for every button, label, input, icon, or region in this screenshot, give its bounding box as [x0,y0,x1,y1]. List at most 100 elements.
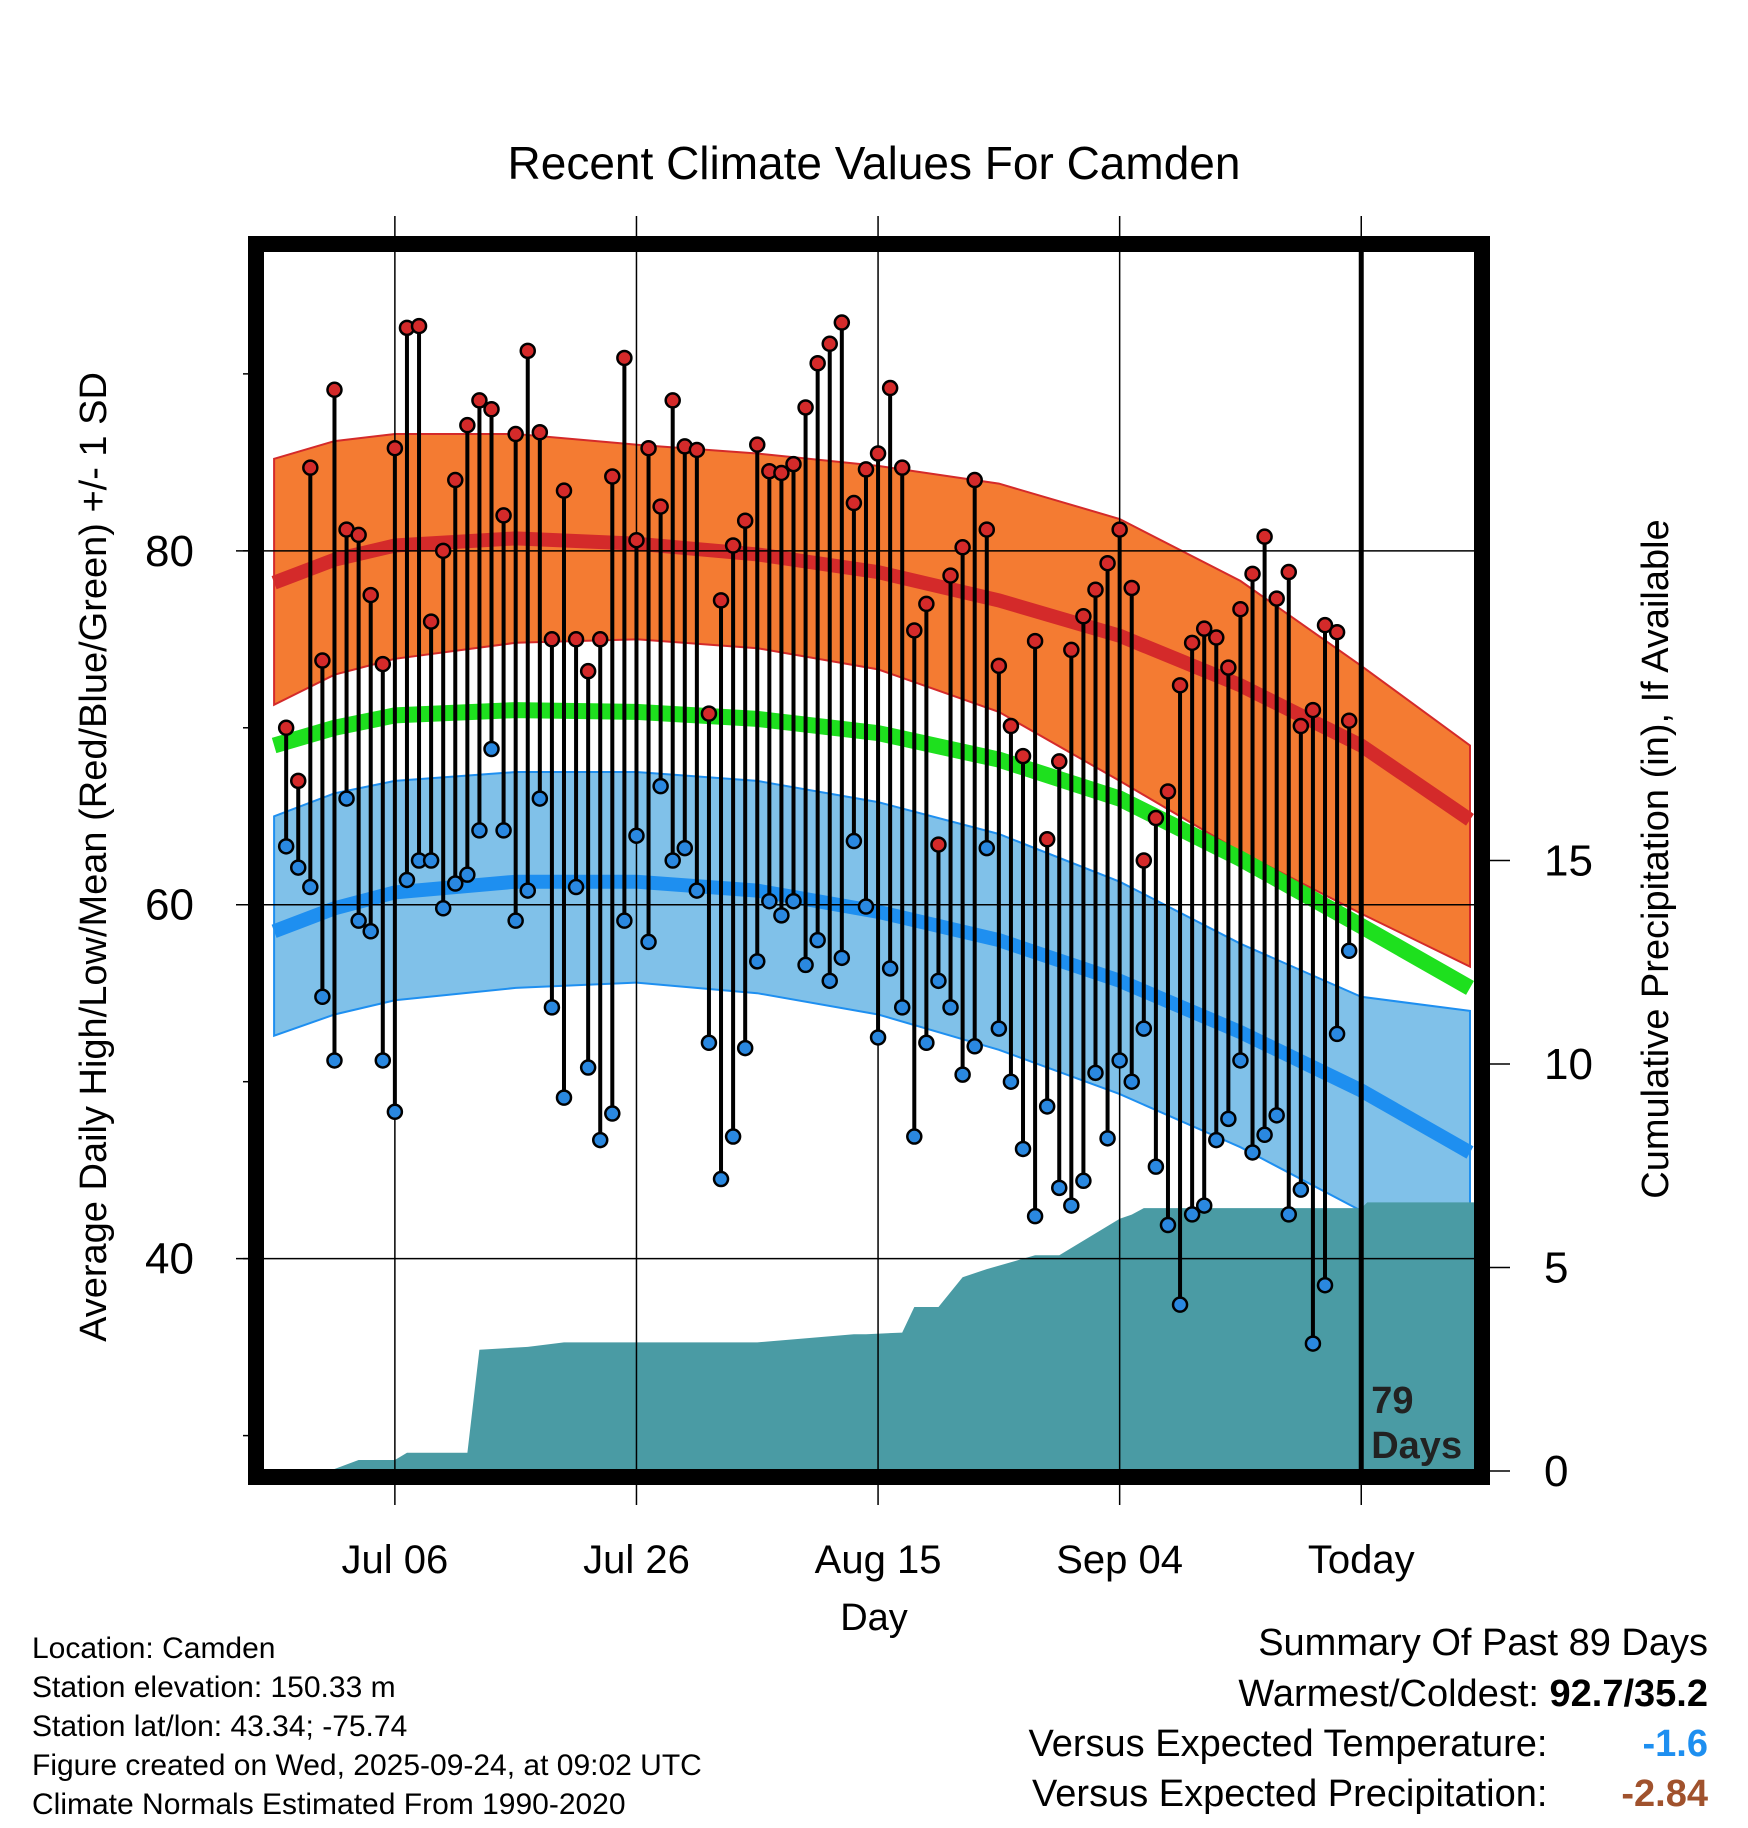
obs-low-point [966,1038,983,1055]
obs-high-point [857,461,875,478]
obs-low-point [1292,1181,1310,1198]
obs-low-point [930,972,947,990]
obs-low-point [1111,1052,1128,1069]
y-tick-label: 60 [145,881,194,930]
obs-high-point [386,439,404,457]
obs-low-point [724,1128,742,1145]
obs-high-point [1340,712,1358,729]
obs-high-point [471,392,488,409]
obs-high-point [1280,563,1298,581]
x-tick-label: Sep 04 [1056,1538,1183,1582]
obs-low-point [1051,1179,1068,1197]
obs-low-point [289,859,307,876]
x-axis-label: Day [840,1597,908,1639]
y-tick-label: 80 [145,527,194,576]
obs-high-point [495,507,512,524]
obs-low-point [1099,1130,1116,1147]
obs-high-point [1232,600,1249,618]
obs-high-point [930,836,947,853]
obs-high-point [1038,831,1056,848]
obs-high-point [1075,608,1092,625]
obs-high-point [785,455,802,473]
warm-cold-value: 92.7/35.2 [1549,1673,1708,1715]
obs-high-point [640,439,657,457]
obs-low-point [954,1066,971,1083]
obs-low-point [507,912,524,929]
obs-high-point [543,631,561,648]
obs-high-point [314,652,331,669]
obs-high-point [1087,581,1104,599]
obs-low-point [579,1059,597,1076]
obs-high-point [1123,579,1140,597]
obs-high-point [1026,632,1044,650]
obs-high-point [712,592,730,609]
obs-low-point [519,882,537,899]
obs-low-point [736,1039,754,1057]
obs-high-point [833,314,851,331]
obs-high-point [1268,590,1285,607]
obs-low-point [302,878,319,896]
obs-low-point [906,1128,923,1145]
obs-high-point [410,317,428,335]
obs-low-point [531,790,549,807]
obs-high-point [531,424,549,441]
obs-low-point [1304,1335,1322,1352]
obs-high-point [893,459,911,476]
obs-low-point [338,790,355,807]
obs-low-point [459,866,476,883]
obs-high-point [1171,677,1189,694]
obs-low-point [990,1020,1008,1037]
obs-high-point [652,498,669,515]
obs-high-point [845,494,863,512]
obs-high-point [567,631,585,648]
obs-high-point [1208,629,1225,646]
obs-high-point [1111,521,1128,538]
obs-high-point [688,441,706,459]
obs-low-point [362,923,379,940]
obs-high-point [664,392,681,409]
obs-low-point [893,999,911,1016]
obs-high-point [519,342,537,360]
obs-high-point [1159,783,1177,800]
y2-axis-label: Cumulative Precipitation (in), If Availa… [1635,519,1677,1198]
obs-high-point [591,631,609,648]
obs-high-point [1099,554,1116,572]
obs-low-point [640,933,657,951]
obs-low-point [1014,1140,1032,1158]
obs-low-point [1075,1172,1092,1190]
chart-title: Recent Climate Values For Camden [508,137,1241,189]
precipitation-area [274,1202,1476,1471]
obs-low-point [1135,1020,1153,1037]
y2-tick-label: 10 [1544,1040,1593,1089]
obs-high-point [1135,852,1153,869]
obs-high-point [821,335,838,353]
obs-high-point [881,379,899,397]
summary-warm-cold: Warmest/Coldest: 92.7/35.2 [1238,1673,1708,1716]
obs-low-point [1159,1216,1177,1234]
x-tick-label: Jul 06 [342,1538,449,1582]
obs-low-point [749,953,766,970]
x-tick-label: Aug 15 [815,1538,942,1582]
obs-high-point [350,526,367,544]
obs-low-point [1232,1052,1249,1069]
obs-high-point [918,595,935,613]
obs-high-point [1328,623,1346,641]
obs-high-point [773,464,790,482]
obs-high-point [736,512,754,529]
obs-low-point [1002,1073,1020,1090]
obs-low-point [567,878,585,896]
obs-high-point [616,349,633,367]
obs-high-point [459,416,476,434]
obs-high-point [1195,620,1213,637]
obs-high-point [362,586,379,604]
y-axis-label: Average Daily High/Low/Mean (Red/Blue/Gr… [73,372,115,1342]
obs-high-point [749,436,766,453]
summary-temp: Versus Expected Temperature: -1.6 [1029,1723,1708,1766]
obs-low-point [483,740,500,758]
obs-high-point [434,542,452,560]
obs-high-point [289,772,307,790]
obs-low-point [1280,1206,1298,1223]
obs-high-point [1063,641,1080,659]
temp-value: -1.6 [1642,1723,1708,1765]
